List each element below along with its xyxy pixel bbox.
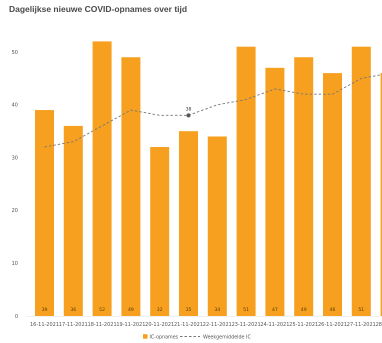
x-tick-label: 27-11-2021 [347,322,376,328]
x-tick-label: 21-11-2021 [174,322,203,328]
line-series: 38 [44,74,382,148]
x-tick-label: 26-11-2021 [318,322,347,328]
legend-label-ic-opnames: IC-opnames [150,334,179,340]
bar-value-label: 49 [128,307,134,313]
y-axis: 0 10 20 30 40 50 [12,50,18,320]
legend-label-weekgemiddelde: Weekgemiddelde IC [203,334,251,340]
bar-value-label: 46 [330,307,336,313]
line-point [186,113,191,118]
bar-value-label: 49 [301,307,307,313]
y-tick-label: 0 [15,314,18,320]
y-tick-label: 50 [12,50,18,56]
legend-swatch-ic-opnames [143,334,148,339]
x-tick-label: 18-11-2021 [88,322,117,328]
bar-value-label: 39 [42,307,48,313]
bar-data-labels: 39365249323534514749465146 [42,307,365,313]
bar [207,136,227,316]
x-tick-label: 16-11-2021 [30,322,59,328]
bar [380,73,382,316]
bar [265,67,285,317]
x-tick-label: 23-11-2021 [232,322,261,328]
chart-title: Dagelijkse nieuwe COVID-opnames over tij… [9,4,188,14]
x-tick-label: 28-11-2021 [376,322,382,328]
bar [35,110,54,316]
bar-value-label: 35 [186,307,192,313]
bar-value-label: 52 [99,307,105,313]
bar [179,131,198,316]
x-tick-label: 17-11-2021 [59,322,88,328]
weekly-average-line [44,74,382,148]
bar [351,46,371,317]
y-tick-label: 10 [12,261,18,267]
bar [92,41,112,317]
x-tick-label: 24-11-2021 [260,322,289,328]
bar-value-label: 32 [157,307,163,313]
x-axis: 16-11-2021 17-11-2021 18-11-2021 19-11-2021… [30,322,382,328]
y-tick-label: 30 [12,155,18,161]
bar [236,46,256,317]
x-tick-label: 19-11-2021 [116,322,145,328]
bar-series [35,41,382,317]
x-tick-label: 22-11-2021 [203,322,232,328]
bar-value-label: 47 [272,307,278,313]
bar-value-label: 34 [214,307,220,313]
x-tick-label: 20-11-2021 [145,322,174,328]
bar [150,147,170,316]
bar-value-label: 51 [358,307,364,313]
bar [63,125,83,316]
legend: IC-opnames Weekgemiddelde IC [143,334,251,340]
bar [323,73,342,316]
bar-value-label: 36 [70,307,76,313]
y-tick-label: 20 [12,208,18,214]
y-tick-label: 40 [12,103,18,109]
bar [294,57,314,317]
line-point-label: 38 [186,106,192,112]
x-tick-label: 25-11-2021 [289,322,318,328]
bar [121,57,141,317]
bar-value-label: 51 [243,307,249,313]
